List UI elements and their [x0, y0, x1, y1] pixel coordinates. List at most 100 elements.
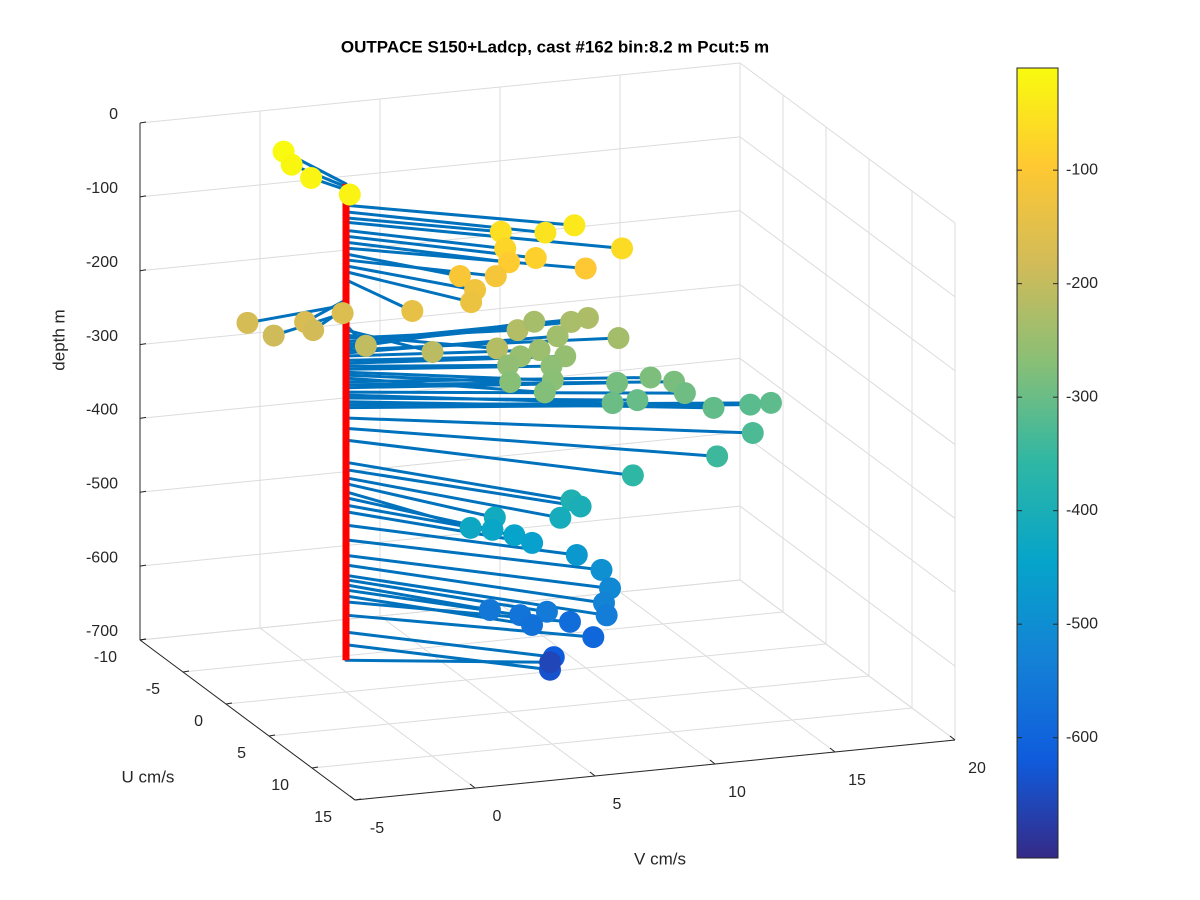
data-point: [528, 339, 551, 362]
grid-line: [739, 284, 956, 445]
data-point: [300, 167, 323, 190]
grid-line: [739, 62, 956, 224]
colorbar-tick-label: -600: [1066, 729, 1098, 746]
u-axis-line: [139, 639, 356, 801]
velocity-line: [344, 216, 503, 234]
velocity-line: [344, 460, 573, 502]
z-tick: [139, 121, 147, 124]
grid-line: [139, 357, 741, 419]
z-tick: [139, 269, 147, 272]
data-point: [533, 381, 556, 404]
data-point: [506, 319, 529, 342]
velocity-line: [344, 468, 583, 508]
colorbar-tick-label: -200: [1066, 275, 1098, 292]
data-point: [401, 299, 424, 322]
z-axis-label: depth m: [49, 309, 68, 370]
data-point: [481, 518, 504, 541]
velocity-line: [344, 563, 606, 605]
data-point: [521, 531, 544, 554]
velocity-line: [344, 246, 588, 270]
data-point: [280, 153, 303, 176]
data-point: [236, 311, 259, 334]
data-point: [521, 614, 544, 637]
velocity-line: [344, 381, 619, 390]
v-tick: [589, 771, 596, 777]
colorbar-tick-label: -100: [1066, 161, 1098, 178]
velocity-line: [344, 210, 547, 235]
velocity-line: [344, 228, 507, 251]
v-tick-label: 20: [968, 760, 986, 777]
velocity-line: [344, 643, 552, 672]
data-point: [558, 610, 581, 633]
z-tick: [139, 343, 147, 346]
u-tick-label: 0: [194, 713, 203, 730]
v-tick-label: -5: [370, 820, 384, 837]
velocity-line: [344, 416, 755, 435]
grid-line: [739, 579, 956, 741]
u-tick-label: -5: [146, 681, 160, 698]
velocity-line: [344, 401, 773, 407]
velocity-line: [344, 630, 556, 659]
data-point: [606, 371, 629, 394]
z-tick: [139, 416, 147, 419]
velocity-line: [344, 573, 609, 617]
z-tick-label: -100: [86, 180, 118, 197]
u-tick: [139, 638, 147, 641]
data-point: [741, 421, 764, 444]
grid-line: [139, 62, 741, 124]
v-tick-label: 0: [493, 808, 502, 825]
data-point: [460, 291, 483, 314]
data-point: [338, 183, 361, 206]
velocity-line: [344, 220, 624, 250]
z-tick-label: -200: [86, 254, 118, 271]
grid-line: [139, 284, 741, 346]
velocity-line: [344, 396, 639, 402]
data-point: [262, 324, 285, 347]
data-point: [569, 495, 592, 518]
data-point: [601, 392, 624, 415]
u-tick: [268, 734, 276, 737]
u-tick: [182, 670, 190, 673]
data-point: [706, 445, 729, 468]
data-point: [484, 265, 507, 288]
velocity-line: [344, 203, 576, 227]
colorbar-tick-label: -400: [1066, 502, 1098, 519]
v-tick: [949, 735, 956, 741]
z-tick: [139, 490, 147, 493]
data-point: [499, 370, 522, 393]
data-point: [486, 337, 509, 360]
z-tick-label: -700: [86, 623, 118, 640]
data-point: [302, 319, 325, 342]
data-point: [534, 221, 557, 244]
data-point: [459, 516, 482, 539]
z-tick-label: -600: [86, 549, 118, 566]
grid-line: [268, 675, 870, 737]
data-point: [489, 220, 512, 243]
u-tick-label: 10: [271, 777, 289, 794]
velocity-line: [344, 426, 719, 458]
u-tick-label: 5: [237, 745, 246, 762]
velocity-line: [344, 320, 536, 350]
u-tick: [354, 798, 362, 801]
v-tick-label: 10: [728, 784, 746, 801]
u-axis-label: U cm/s: [122, 767, 175, 786]
grid-line: [739, 431, 956, 593]
data-point: [739, 393, 762, 416]
data-point: [565, 544, 588, 567]
data-point: [478, 598, 501, 621]
grid-line: [619, 591, 836, 753]
data-point: [607, 327, 630, 350]
data-point: [535, 600, 558, 623]
data-point: [546, 325, 569, 348]
z-tick-label: -300: [86, 328, 118, 345]
grid-line: [139, 136, 741, 198]
velocity-line: [344, 476, 562, 520]
data-point: [331, 302, 354, 325]
velocity-line: [344, 482, 497, 519]
grid-line: [182, 611, 784, 673]
grid-line: [739, 210, 956, 372]
grid-line: [259, 627, 476, 789]
v-axis-label: V cm/s: [634, 849, 686, 868]
